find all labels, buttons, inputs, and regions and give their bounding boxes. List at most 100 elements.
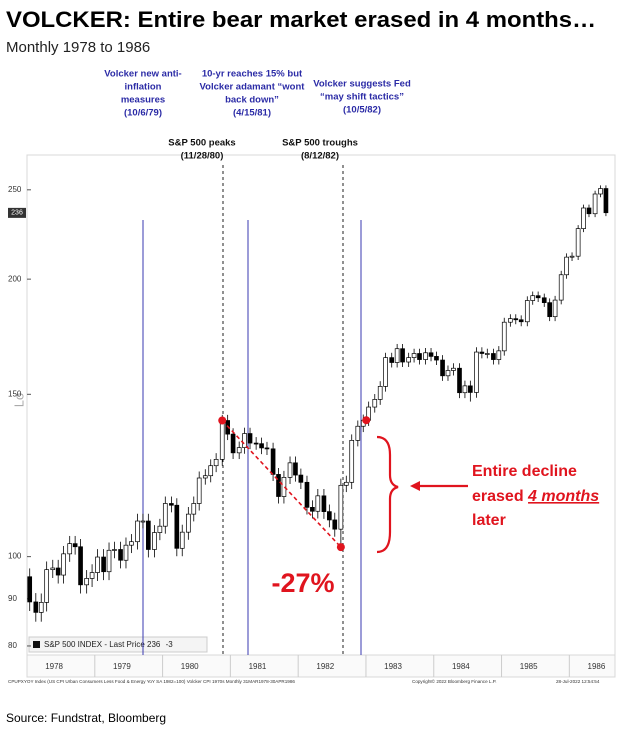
x-tick-label: 1981 [249, 662, 267, 671]
event-annotation: Volcker new anti- [104, 69, 181, 80]
candle-body [400, 348, 405, 363]
chart-title: VOLCKER: Entire bear market erased in 4 … [6, 7, 596, 32]
candle-body [174, 504, 180, 549]
candle-body [501, 321, 507, 352]
trough-dot [336, 543, 345, 552]
candle-body [417, 353, 422, 360]
legend-name: S&P 500 INDEX - Last Price [44, 640, 145, 649]
candle-body [72, 543, 78, 548]
candle-body [135, 520, 140, 543]
candle-body [332, 519, 338, 530]
candle-body [219, 420, 225, 460]
event-annotation: back down” [225, 95, 279, 106]
candle-body [157, 525, 163, 533]
x-tick-label: 1985 [520, 662, 538, 671]
candle-body [236, 447, 242, 454]
event-annotation: (11/28/80) [181, 151, 224, 162]
candle-body [349, 440, 355, 483]
candle-body [186, 513, 191, 533]
candle-body [208, 465, 214, 477]
candle-body [440, 359, 445, 377]
x-tick-label: 1983 [384, 662, 402, 671]
candle-body [474, 351, 479, 393]
candle-body [479, 351, 485, 354]
candle-body [101, 556, 106, 573]
candle-body [394, 348, 400, 363]
candle-body [106, 549, 112, 573]
x-tick-label: 1980 [181, 662, 199, 671]
footer-left: CPUPXYOY Index (US CPI Urban Consumers L… [8, 679, 295, 684]
decline-line [221, 419, 342, 548]
candle-body [575, 228, 581, 257]
y-tick-label: 80 [8, 641, 17, 650]
candle-body [327, 511, 332, 521]
candle-body [33, 601, 39, 613]
candle-body [445, 370, 451, 377]
candle-body [496, 350, 502, 360]
candle-body [462, 385, 468, 394]
candle-body [112, 549, 117, 551]
candle-body [434, 356, 439, 361]
last-price-label: 236 [11, 210, 23, 217]
recovery-dot [362, 416, 371, 425]
note-text: erased [472, 488, 528, 505]
candle-body [264, 447, 270, 450]
candle-body [298, 474, 304, 483]
candle-body [129, 541, 134, 546]
candle-body [581, 207, 586, 229]
recovery-brace [376, 435, 399, 554]
candle-body [524, 300, 530, 323]
candle-body [569, 255, 575, 258]
legend-label: S&P 500 INDEX - Last Price 236 -3 [44, 640, 173, 649]
event-annotation: (10/6/79) [124, 108, 162, 119]
candle-body [508, 318, 513, 323]
y-tick-label: 200 [8, 274, 22, 283]
candle-body [253, 442, 259, 445]
candle-body [293, 462, 298, 476]
candle-body [484, 353, 490, 355]
event-annotation: Volcker suggests Fed [313, 79, 411, 90]
candle-body [152, 532, 157, 550]
candle-body [603, 188, 609, 214]
candle-body [513, 318, 519, 321]
candle-body [491, 353, 496, 360]
candle-body [547, 302, 552, 318]
candle-body [558, 274, 564, 301]
candle-body [179, 531, 185, 549]
candle-body [552, 299, 558, 318]
candle-body [377, 386, 383, 400]
candle-body [372, 399, 378, 408]
peak-dot [218, 416, 227, 425]
candle-body [383, 357, 388, 387]
decline-label: -27% [271, 568, 334, 598]
event-annotation: S&P 500 peaks [168, 138, 235, 149]
candle-body [242, 433, 247, 448]
candle-body [191, 503, 197, 515]
candle-body [411, 353, 417, 358]
candle-body [202, 475, 208, 479]
candle-body [140, 520, 146, 523]
x-tick-label: 1986 [588, 662, 606, 671]
recovery-note: Entire decline erased 4 months later [472, 463, 599, 529]
candle-body [169, 503, 174, 506]
y-tick-label: 250 [8, 185, 22, 194]
legend-last-price: 236 [147, 640, 161, 649]
footer-right: 28-Jul-2022 12:54:54 [556, 679, 600, 684]
candle-body [451, 367, 456, 371]
candle-body [162, 503, 168, 527]
candle-body [530, 295, 536, 301]
source-note: Source: Fundstrat, Bloomberg [6, 711, 166, 725]
candle-body [518, 319, 524, 323]
candle-body [38, 602, 44, 613]
candle-body [230, 433, 236, 454]
event-annotation: Volcker adamant “wont [200, 82, 306, 93]
event-annotation: measures [121, 95, 165, 106]
candle-body [457, 367, 462, 394]
event-annotation: (4/15/81) [233, 108, 271, 119]
candle-body [67, 543, 73, 555]
candle-body [541, 297, 547, 303]
candle-body [564, 256, 569, 276]
candle-body [389, 357, 395, 363]
candle-body [27, 576, 33, 603]
